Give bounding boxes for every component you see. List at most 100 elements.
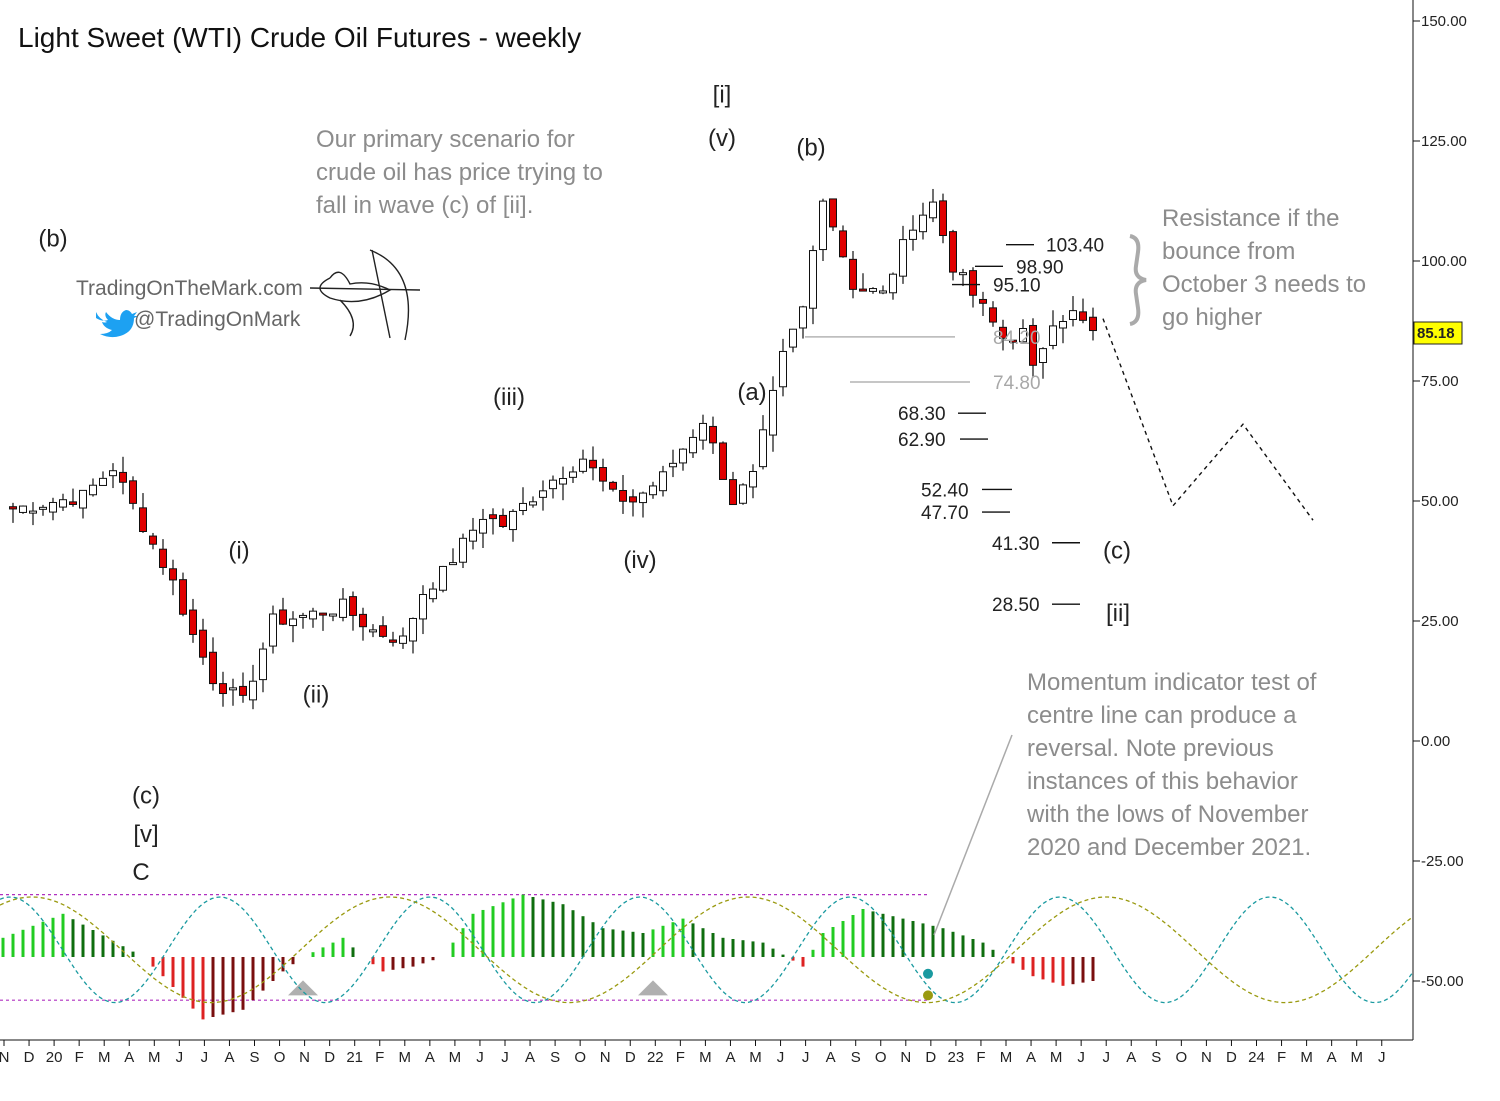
level-label: 68.30 <box>898 404 946 425</box>
level-label: 47.70 <box>921 503 969 524</box>
candle-body <box>669 462 677 468</box>
x-tick-label: 20 <box>46 1049 63 1066</box>
candle-body <box>199 629 207 658</box>
primary-scenario-note: Our primary scenario for crude oil has p… <box>316 126 603 219</box>
archer-bow-icon <box>309 249 421 341</box>
candle-body <box>89 484 97 496</box>
cycle-line <box>0 896 1413 1004</box>
level-label: 74.80 <box>993 373 1041 394</box>
candle-body <box>699 422 707 441</box>
x-tick-label: A <box>425 1049 435 1066</box>
x-tick-label: A <box>1327 1049 1337 1066</box>
wave-label: (b) <box>796 134 825 161</box>
candle-body <box>609 481 617 490</box>
x-tick-label: F <box>1277 1049 1286 1066</box>
candle-body <box>939 200 947 237</box>
x-tick-label: J <box>1077 1049 1085 1066</box>
x-tick-label: J <box>176 1049 184 1066</box>
candle-body <box>999 326 1007 339</box>
candle-body <box>79 489 87 509</box>
last-price-badge: 85.18 <box>1413 321 1463 345</box>
candle-body <box>109 470 117 477</box>
y-tick-label: -25.00 <box>1421 853 1464 870</box>
x-tick-label: M <box>1000 1049 1013 1066</box>
candle-body <box>419 594 427 620</box>
x-tick-label: F <box>976 1049 985 1066</box>
candle-body <box>689 436 697 454</box>
x-tick-label: J <box>1378 1049 1386 1066</box>
candle-body <box>929 201 937 219</box>
x-tick-label: 24 <box>1248 1049 1265 1066</box>
x-tick-label: D <box>24 1049 35 1066</box>
candles <box>9 188 1097 710</box>
x-tick-label: O <box>574 1049 586 1066</box>
y-tick-label: 0.00 <box>1421 733 1450 750</box>
candle-body <box>189 609 197 635</box>
x-tick-label: M <box>1350 1049 1363 1066</box>
candle-body <box>459 537 467 563</box>
candle-body <box>1079 311 1087 321</box>
x-tick-label: S <box>1151 1049 1161 1066</box>
chart-title: Light Sweet (WTI) Crude Oil Futures - we… <box>18 22 581 53</box>
candle-body <box>909 229 917 240</box>
note-line: Our primary scenario for <box>316 126 575 153</box>
branding: TradingOnTheMark.com @TradingOnMark <box>76 249 421 341</box>
candle-body <box>879 290 887 294</box>
candle-body <box>209 651 217 685</box>
note-line: bounce from <box>1162 238 1295 265</box>
candle-body <box>869 288 877 292</box>
x-tick-label: A <box>124 1049 134 1066</box>
candle-body <box>709 425 717 444</box>
x-tick-label: D <box>324 1049 335 1066</box>
twitter-handle: @TradingOnMark <box>134 308 301 331</box>
candle-body <box>489 514 497 520</box>
candle-body <box>679 448 687 464</box>
wave-label: (c) <box>132 782 160 809</box>
candle-body <box>1019 327 1027 343</box>
level-label: 62.90 <box>898 430 946 451</box>
plot-area <box>0 0 1413 1040</box>
x-tick-label: J <box>1102 1049 1110 1066</box>
candle-body <box>129 480 137 504</box>
twitter-bird-icon <box>96 310 138 338</box>
note-line: Momentum indicator test of <box>1027 669 1317 696</box>
level-label: 103.40 <box>1046 236 1104 257</box>
x-tick-label: F <box>676 1049 685 1066</box>
x-tick-label: J <box>802 1049 810 1066</box>
candle-body <box>729 479 737 506</box>
y-tick-label: 100.00 <box>1421 253 1467 270</box>
candle-body <box>369 629 377 633</box>
reversal-arrow-icon <box>288 980 318 996</box>
candle-body <box>549 479 557 490</box>
wave-label: [ii] <box>1106 600 1130 627</box>
last-price: 85.18 <box>1417 325 1455 342</box>
note-line: fall in wave (c) of [ii]. <box>316 192 533 219</box>
candle-body <box>49 501 57 513</box>
projection-line <box>1102 318 1314 521</box>
x-tick-label: A <box>725 1049 735 1066</box>
candle-body <box>739 484 747 504</box>
x-tick-label: J <box>777 1049 785 1066</box>
candle-body <box>339 598 347 618</box>
candle-body <box>69 501 77 505</box>
candle-body <box>759 429 767 468</box>
candle-body <box>719 442 727 480</box>
candle-body <box>479 518 487 534</box>
y-tick-label: -50.00 <box>1421 973 1464 990</box>
candle-body <box>239 685 247 696</box>
wave-labels: (b) (c) [v] C (i) (ii) (iii) (iv) [i] (v) (a) (b) (c… <box>38 82 1131 887</box>
x-tick-label: F <box>375 1049 384 1066</box>
x-tick-label: A <box>1126 1049 1136 1066</box>
note-line: centre line can produce a <box>1027 702 1297 729</box>
wave-label: [v] <box>133 821 158 848</box>
candle-body <box>799 306 807 329</box>
candle-body <box>39 506 47 510</box>
candle-body <box>539 490 547 498</box>
candle-body <box>469 529 477 542</box>
level-label: 28.50 <box>992 595 1040 616</box>
note-line: instances of this behavior <box>1027 768 1298 795</box>
x-tick-label: S <box>249 1049 259 1066</box>
candle-body <box>1069 310 1077 320</box>
candle-body <box>359 613 367 628</box>
